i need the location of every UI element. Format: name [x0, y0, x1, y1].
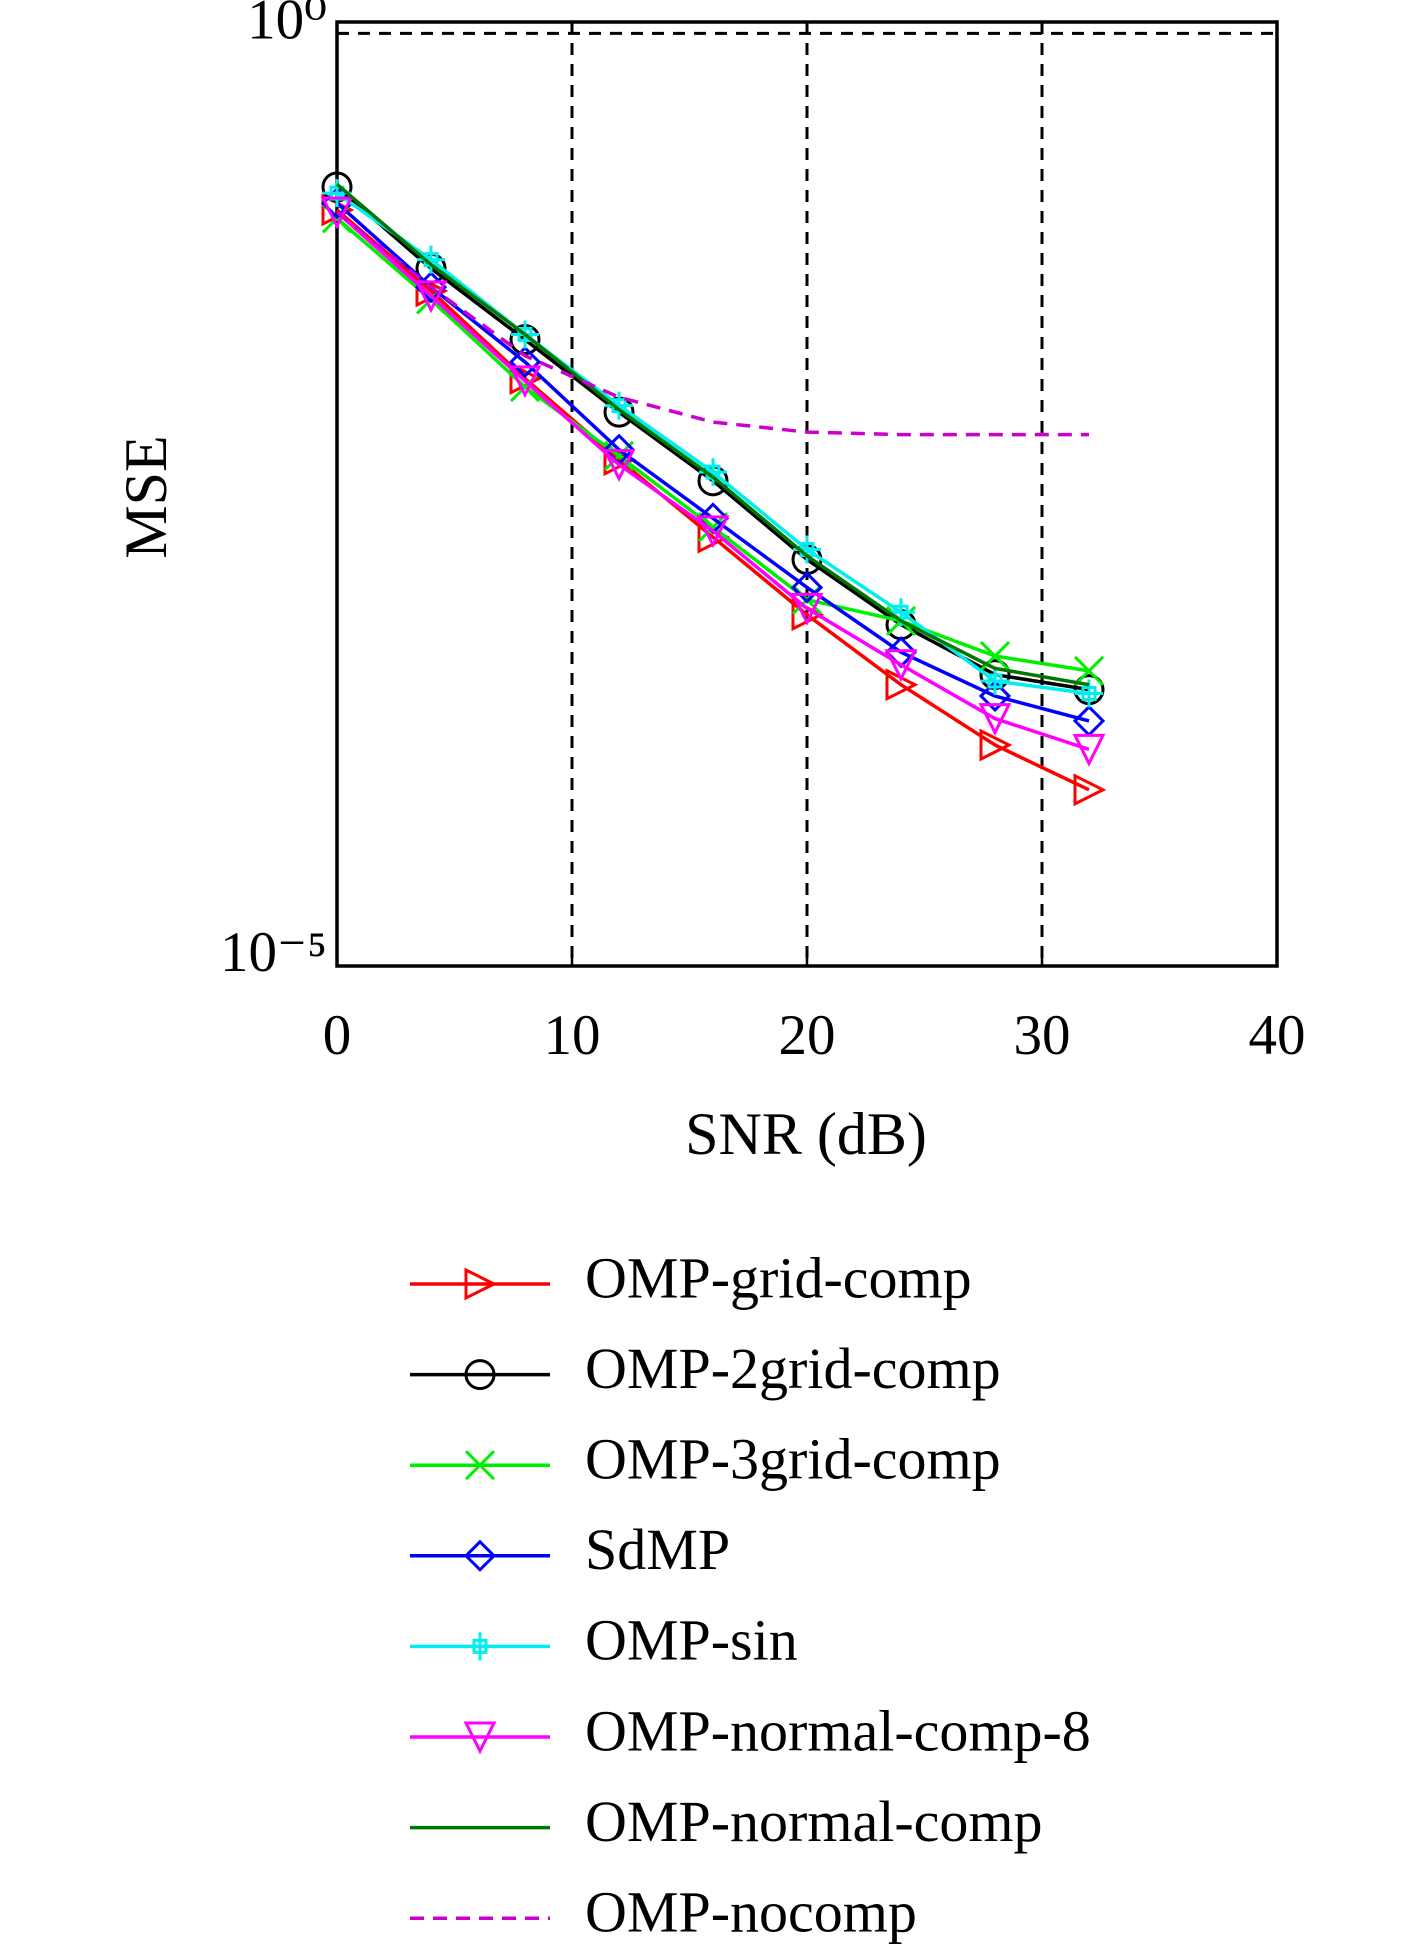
series-line: [335, 216, 1090, 673]
marker: [978, 679, 1012, 713]
y-tick-label: 10⁻⁵: [220, 921, 327, 984]
marker: [466, 1632, 494, 1661]
x-tick-label: 40: [1249, 1004, 1306, 1067]
marker: [981, 667, 1009, 696]
y-tick-label: 10⁰: [247, 0, 327, 51]
marker: [464, 1267, 498, 1301]
legend-label: SdMP: [585, 1517, 730, 1582]
y-axis-label: MSE: [113, 435, 179, 558]
series-line: [335, 183, 1090, 687]
marker: [508, 365, 542, 399]
x-axis-label: SNR (dB): [685, 1101, 927, 1167]
x-tick-label: 20: [779, 1004, 836, 1067]
series-line: [335, 208, 1090, 792]
marker: [979, 728, 1013, 762]
legend-label: OMP-2grid-comp: [585, 1336, 1001, 1401]
legend-label: OMP-sin: [585, 1608, 798, 1673]
marker: [602, 449, 636, 483]
x-tick-label: 30: [1014, 1004, 1071, 1067]
series-line: [335, 185, 1090, 692]
series-line: [335, 191, 1090, 696]
series-line: [335, 210, 1090, 752]
marker: [320, 196, 354, 230]
legend-label: OMP-nocomp: [585, 1880, 917, 1944]
marker: [605, 391, 633, 420]
plot-frame: [335, 20, 1279, 968]
marker: [464, 1359, 496, 1391]
marker: [978, 703, 1012, 736]
series-line: [335, 210, 1089, 437]
marker: [1072, 733, 1106, 767]
marker: [884, 649, 918, 683]
marker: [464, 1450, 496, 1481]
marker: [508, 345, 542, 379]
x-tick-label: 0: [323, 1004, 352, 1067]
x-tick-label: 10: [544, 1004, 601, 1067]
marker: [1073, 773, 1107, 807]
marker: [414, 280, 448, 314]
marker: [463, 1721, 497, 1755]
marker: [790, 592, 824, 626]
marker: [1073, 655, 1105, 686]
legend-label: OMP-normal-comp: [585, 1789, 1043, 1854]
legend-label: OMP-normal-comp-8: [585, 1698, 1091, 1763]
marker: [696, 515, 730, 549]
marker: [463, 1539, 497, 1572]
legend-label: OMP-3grid-comp: [585, 1427, 1001, 1492]
legend-label: OMP-grid-comp: [585, 1245, 972, 1310]
marker: [790, 571, 824, 604]
